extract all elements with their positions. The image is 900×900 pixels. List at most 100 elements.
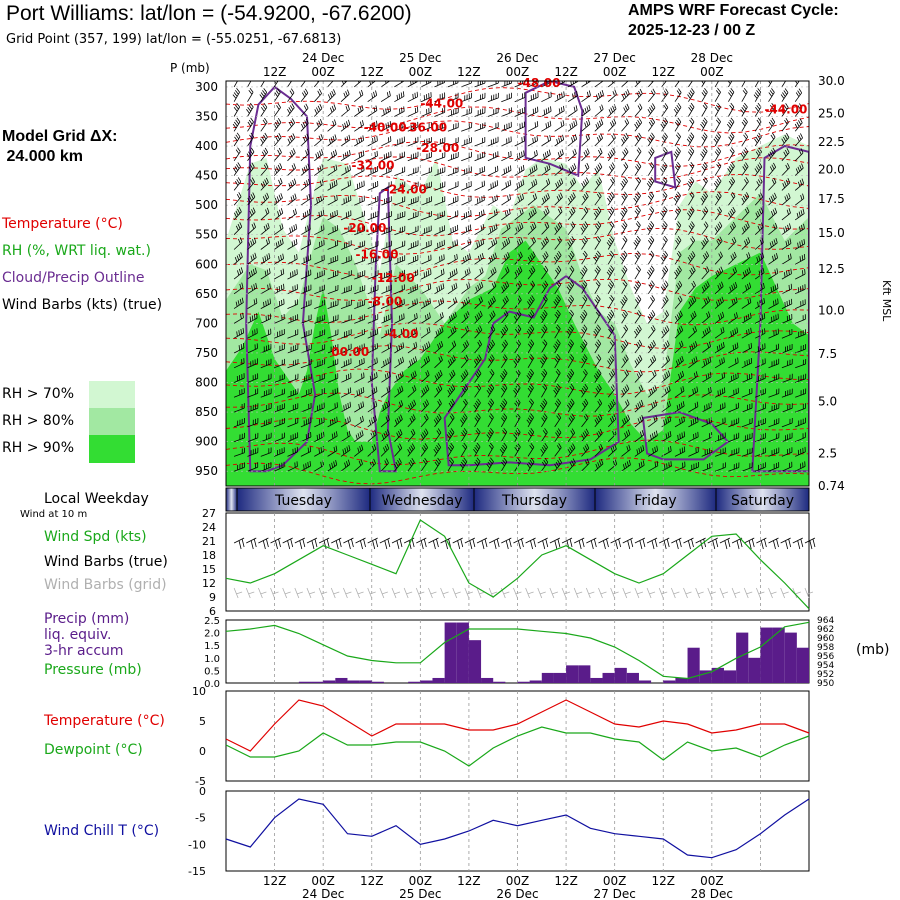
wind-barb <box>794 163 804 176</box>
wind-barb <box>688 295 697 309</box>
wind-barb <box>541 413 548 428</box>
wind-barb <box>434 254 445 265</box>
wind-barb <box>755 313 766 324</box>
wind-barb <box>394 443 403 457</box>
wind-barb <box>287 81 293 88</box>
top-time-tick: 12Z <box>554 65 578 79</box>
legend-rh70-swatch <box>89 381 135 408</box>
surface-wind-barb <box>646 537 658 550</box>
wind-barb <box>741 192 750 206</box>
wind-barb <box>701 296 711 309</box>
wind-barb <box>407 225 419 236</box>
wind-barb <box>287 417 299 428</box>
wind-barb <box>661 191 668 206</box>
wind-barb <box>394 342 405 354</box>
wind-barb <box>501 107 512 117</box>
wind-barb <box>247 117 254 132</box>
wind-barb <box>367 165 379 176</box>
wind-barb <box>714 236 723 250</box>
wind-barb <box>607 369 616 383</box>
wind-barb <box>781 103 789 117</box>
wind-barb <box>394 371 404 383</box>
wind-barb <box>233 373 245 383</box>
wind-barb <box>594 89 604 103</box>
wind-barb <box>287 163 296 176</box>
surface-wind-barb <box>707 537 719 550</box>
precip-bar <box>748 657 761 683</box>
wind-barb <box>714 387 726 398</box>
wind-barb <box>327 119 337 132</box>
wind-barb <box>287 178 297 191</box>
wind-barb <box>260 328 272 339</box>
cloud-outline <box>524 81 584 178</box>
wind-barb <box>701 206 709 221</box>
wind-barb <box>233 132 241 147</box>
wind-barb <box>647 161 655 176</box>
wind-barb <box>501 121 512 132</box>
wind-barb <box>541 324 548 339</box>
wind-barb <box>808 455 809 457</box>
wind-barb <box>794 178 804 191</box>
wind-barb <box>781 432 793 443</box>
wind-barb <box>606 309 615 324</box>
wind-barb <box>407 399 417 413</box>
wind-barb <box>714 447 726 457</box>
wind-barb <box>367 343 378 354</box>
wind-barb <box>314 224 325 236</box>
wind-barb <box>674 325 684 339</box>
wind-barb <box>541 192 550 206</box>
wind-barb <box>714 296 724 309</box>
wind-barb <box>474 107 486 117</box>
wind-barb <box>300 284 312 295</box>
wind-barb <box>314 164 324 176</box>
wind-barb <box>501 194 511 206</box>
wind-barb <box>620 339 629 354</box>
wind-barb <box>273 178 283 191</box>
wind-barb <box>380 443 390 457</box>
surface-wind-barb <box>549 537 561 550</box>
grid-wind-barb <box>634 587 644 599</box>
wind-barb <box>527 295 535 309</box>
wind-barb <box>327 373 339 383</box>
wind-barb <box>714 206 722 221</box>
wind-barb <box>354 150 365 162</box>
wind-barb <box>728 417 740 428</box>
legend-wind-barbs-true: Wind Barbs (true) <box>44 554 168 570</box>
wind-barb <box>434 239 445 250</box>
wind-barb <box>514 266 523 280</box>
wind-barb <box>340 285 352 295</box>
pressure-tick-label: 350 <box>195 109 218 123</box>
wind-barb <box>434 196 446 206</box>
wind-barb <box>701 341 711 354</box>
wind-barb <box>541 91 552 103</box>
wind-barb <box>394 458 402 472</box>
wind-barb <box>647 295 655 309</box>
wind-barb <box>647 132 655 147</box>
wind-barb <box>781 313 793 324</box>
wind-barb <box>260 283 271 295</box>
wind-barb <box>461 81 472 88</box>
precip-bar <box>468 640 482 683</box>
wind-barb <box>340 89 350 102</box>
wind-barb <box>567 90 578 103</box>
wind-barb <box>581 133 590 147</box>
bottom-time-tick: 00Z <box>603 874 627 888</box>
wind-barb <box>447 369 456 383</box>
wind-barb <box>407 428 416 442</box>
wind-barb <box>327 284 339 295</box>
wind-barb <box>380 429 390 442</box>
wind-barb <box>420 312 431 324</box>
wind-barb <box>327 387 338 398</box>
wind-barb <box>581 443 590 457</box>
pressure-right-tick: 950 <box>817 679 834 689</box>
wind-barb <box>688 117 695 132</box>
wind-barb <box>728 281 738 295</box>
wind-barb <box>794 193 805 206</box>
wind-barb <box>554 91 565 103</box>
wind-barb <box>287 148 296 162</box>
wind-barb <box>768 328 779 339</box>
wind-barb <box>727 81 733 88</box>
wind-barb <box>460 428 468 442</box>
wind-barb <box>554 221 563 235</box>
wind-barb <box>287 208 297 221</box>
